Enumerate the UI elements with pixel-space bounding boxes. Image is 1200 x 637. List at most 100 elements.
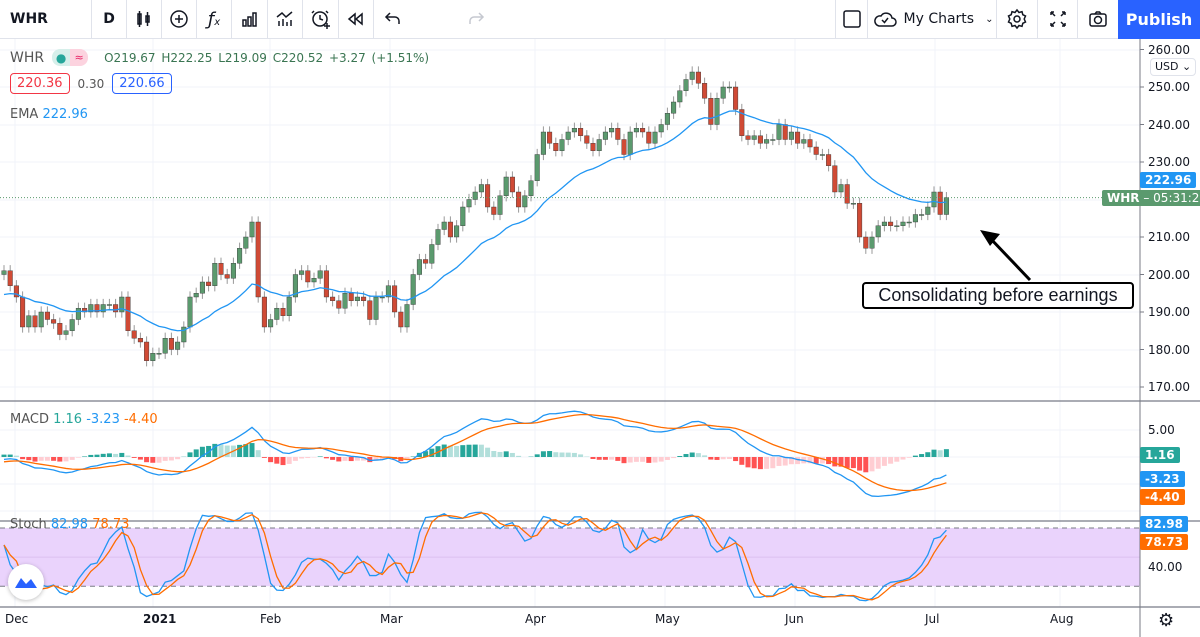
- candle-up: [237, 248, 243, 264]
- change-value: +3.27 (+1.51%): [328, 50, 430, 65]
- candle-up: [801, 139, 807, 144]
- macd-histogram-bar: [243, 444, 249, 457]
- symbol-search-button[interactable]: WHR: [0, 0, 92, 38]
- macd-histogram-bar: [943, 449, 949, 457]
- indicators-button[interactable]: ƒx: [197, 0, 232, 38]
- macd-histogram-bar: [63, 457, 69, 462]
- chart-canvas[interactable]: [0, 39, 1200, 637]
- candle-down: [584, 135, 590, 144]
- macd-histogram-bar: [100, 453, 106, 457]
- layout-button[interactable]: [835, 0, 868, 38]
- currency-button[interactable]: USD ⌄: [1150, 58, 1197, 76]
- candle-up: [770, 139, 776, 141]
- macd-histogram-bar: [869, 457, 875, 472]
- macd-histogram-bar: [547, 451, 553, 457]
- bar-countdown: 05:31:23: [1153, 191, 1200, 205]
- macd-histogram-bar: [354, 457, 360, 461]
- candle-up: [199, 281, 205, 294]
- ema-price-tag: 222.96: [1140, 172, 1197, 188]
- macd-histogram-bar: [187, 452, 193, 457]
- candle-up: [931, 191, 937, 208]
- stoch-k-tag: 82.98: [1140, 516, 1188, 532]
- macd-histogram-bar: [404, 457, 410, 461]
- macd-histogram-bar: [844, 457, 850, 468]
- macd-histogram-bar: [485, 447, 491, 457]
- macd-histogram-bar: [336, 457, 342, 462]
- axis-settings-icon[interactable]: ⚙: [1158, 610, 1175, 631]
- macd-histogram-bar: [38, 457, 44, 461]
- candle-up: [156, 353, 162, 355]
- macd-histogram-bar: [249, 443, 255, 457]
- candle-up: [212, 263, 218, 286]
- price-tick: 230.00: [1148, 155, 1190, 169]
- macd-histogram-bar: [94, 454, 100, 457]
- replay-button[interactable]: [339, 0, 374, 38]
- time-tick: Aug: [1050, 612, 1074, 626]
- macd-histogram-bar: [75, 457, 81, 458]
- alert-button[interactable]: [303, 0, 339, 38]
- candle-down: [261, 296, 267, 328]
- macd-histogram-bar: [69, 457, 75, 460]
- top-toolbar: WHR D ƒx My Charts ⌄ Publish: [0, 0, 1200, 39]
- macd-histogram-bar: [776, 457, 782, 466]
- macd-histogram-bar: [323, 457, 329, 459]
- macd-histogram-bar: [193, 449, 199, 457]
- candle-up: [627, 131, 633, 155]
- macd-histogram-bar: [82, 456, 88, 457]
- macd-histogram-bar: [199, 446, 205, 457]
- candle-up: [925, 206, 931, 215]
- interval-button[interactable]: D: [92, 0, 127, 38]
- macd-histogram-bar: [788, 457, 794, 465]
- macd-histogram-bar: [838, 457, 844, 467]
- macd-histogram-bar: [88, 454, 94, 457]
- snapshot-button[interactable]: [1078, 0, 1118, 38]
- macd-histogram-bar: [454, 445, 460, 457]
- macd-histogram-bar: [807, 457, 813, 464]
- symbol-label: WHR: [10, 11, 48, 27]
- candle-up: [540, 131, 546, 155]
- candle-down: [218, 263, 224, 275]
- candle-down: [621, 139, 627, 155]
- macd-histogram-bar: [937, 450, 943, 457]
- undo-button[interactable]: [374, 0, 410, 38]
- macd-histogram-bar: [274, 457, 280, 464]
- redo-button[interactable]: [462, 0, 492, 38]
- financials-button[interactable]: [232, 0, 268, 38]
- candle-up: [571, 128, 577, 133]
- arrow-head: [980, 230, 1000, 246]
- macd-histogram-bar: [912, 455, 918, 457]
- settings-button[interactable]: [997, 0, 1038, 38]
- annotation-callout[interactable]: Consolidating before earnings: [862, 282, 1134, 309]
- buy-price-button[interactable]: 220.66: [112, 73, 172, 94]
- compare-button[interactable]: [162, 0, 197, 38]
- macd-histogram-bar: [478, 444, 484, 457]
- candle-down: [757, 135, 763, 144]
- candle-up: [460, 206, 466, 226]
- fullscreen-button[interactable]: [1038, 0, 1078, 38]
- candle-down: [646, 131, 652, 144]
- candle-down: [44, 311, 50, 320]
- candle-up: [187, 296, 193, 328]
- candle-down: [807, 139, 813, 148]
- sell-price-button[interactable]: 220.36: [10, 73, 70, 94]
- publish-button[interactable]: Publish: [1118, 0, 1200, 39]
- templates-button[interactable]: [268, 0, 303, 38]
- my-charts-button[interactable]: My Charts ⌄: [868, 0, 997, 38]
- macd-histogram-bar: [633, 457, 639, 462]
- macd-histogram-bar: [175, 457, 181, 460]
- chart-type-button[interactable]: [127, 0, 162, 38]
- macd-histogram-bar: [466, 444, 472, 457]
- macd-histogram-bar: [137, 457, 143, 460]
- ema-legend: EMA 222.96: [10, 107, 88, 122]
- tradingview-logo[interactable]: [8, 564, 44, 600]
- candle-down: [578, 128, 584, 136]
- candle-up: [683, 79, 689, 91]
- candle-up: [751, 135, 757, 140]
- candle-up: [1, 270, 7, 275]
- macd-histogram-bar: [857, 457, 863, 471]
- candle-down: [826, 154, 832, 166]
- macd-histogram-bar: [497, 451, 503, 457]
- macd-histogram-bar: [162, 457, 168, 461]
- candle-up: [472, 191, 478, 200]
- candle-up: [894, 225, 900, 227]
